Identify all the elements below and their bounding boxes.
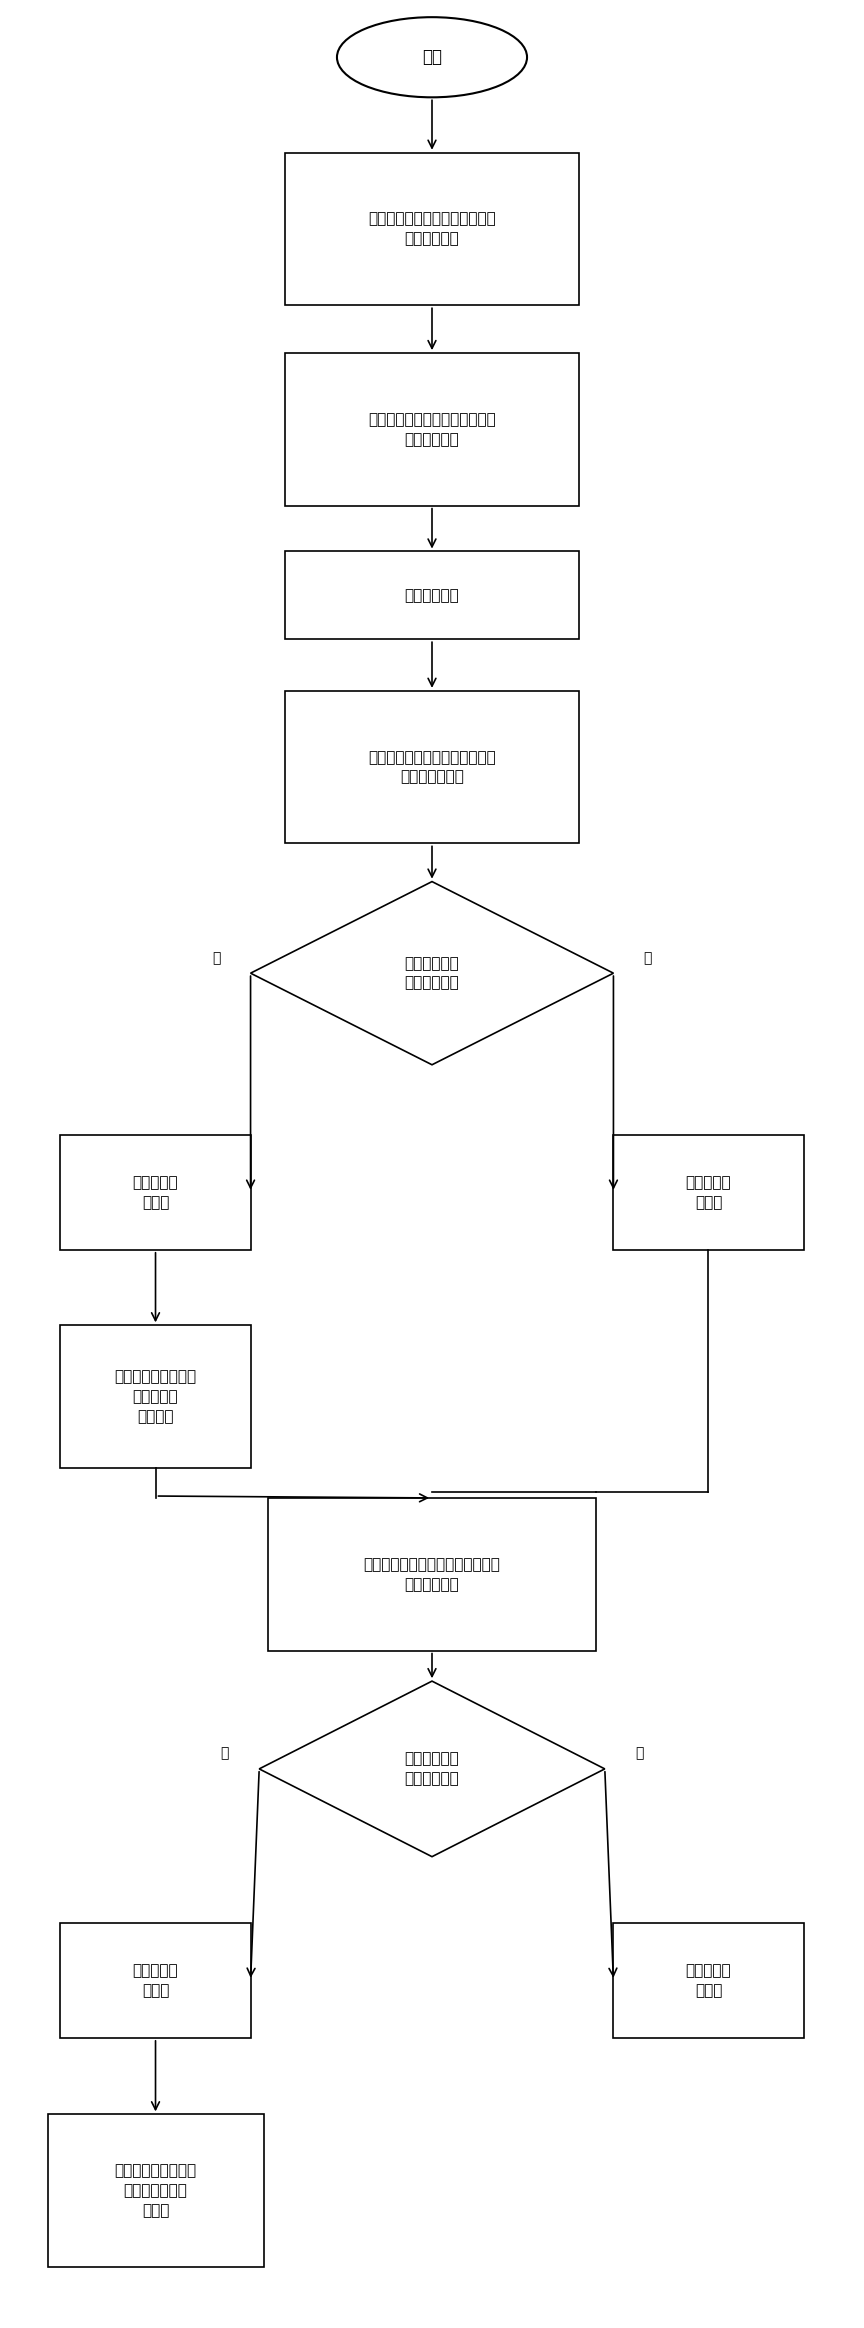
Bar bbox=[613, 1923, 804, 2037]
Bar bbox=[285, 354, 579, 505]
Bar bbox=[48, 2114, 264, 2267]
Text: 中继器向覆盖范围内的中继器广
播路由请求消息: 中继器向覆盖范围内的中继器广 播路由请求消息 bbox=[368, 750, 496, 785]
Bar bbox=[285, 552, 579, 640]
Text: 广播路由回
复消息: 广播路由回 复消息 bbox=[133, 1176, 178, 1211]
Polygon shape bbox=[259, 1681, 605, 1858]
Bar bbox=[613, 1136, 804, 1250]
Text: 地面基站向覆盖范围内的中继器
发送广播消息: 地面基站向覆盖范围内的中继器 发送广播消息 bbox=[368, 212, 496, 247]
Text: 接收到消息的中继器存储消息到
本地路由表中: 接收到消息的中继器存储消息到 本地路由表中 bbox=[368, 412, 496, 447]
Bar bbox=[60, 1923, 251, 2037]
Text: 忽略路由请
求消息: 忽略路由请 求消息 bbox=[686, 1963, 731, 1997]
Text: 中继器有到地
面基站的路由: 中继器有到地 面基站的路由 bbox=[404, 1751, 460, 1786]
Polygon shape bbox=[251, 882, 613, 1064]
Text: 移动台向覆盖范围内的中继器广播
路由请求消息: 移动台向覆盖范围内的中继器广播 路由请求消息 bbox=[364, 1557, 500, 1592]
Text: 忽略路由请
求消息: 忽略路由请 求消息 bbox=[686, 1176, 731, 1211]
Bar bbox=[268, 1497, 596, 1651]
Text: 否: 否 bbox=[635, 1746, 644, 1760]
Text: 中继器有到地
面基站的路由: 中继器有到地 面基站的路由 bbox=[404, 957, 460, 992]
Text: 移动台接收到路由请
求消息，存储路
由信息: 移动台接收到路由请 求消息，存储路 由信息 bbox=[114, 2163, 197, 2219]
Text: 开始: 开始 bbox=[422, 49, 442, 65]
Text: 广播路由回
复消息: 广播路由回 复消息 bbox=[133, 1963, 178, 1997]
Bar bbox=[60, 1325, 251, 1469]
Bar bbox=[285, 691, 579, 843]
Text: 是: 是 bbox=[212, 950, 220, 964]
Text: 接收到路由回复消息
节点的存储
路由信息: 接收到路由回复消息 节点的存储 路由信息 bbox=[114, 1369, 197, 1425]
Bar bbox=[60, 1136, 251, 1250]
Bar bbox=[285, 154, 579, 305]
Ellipse shape bbox=[337, 16, 527, 98]
Text: 随机等待时间: 随机等待时间 bbox=[404, 589, 460, 603]
Text: 是: 是 bbox=[220, 1746, 229, 1760]
Text: 否: 否 bbox=[644, 950, 652, 964]
